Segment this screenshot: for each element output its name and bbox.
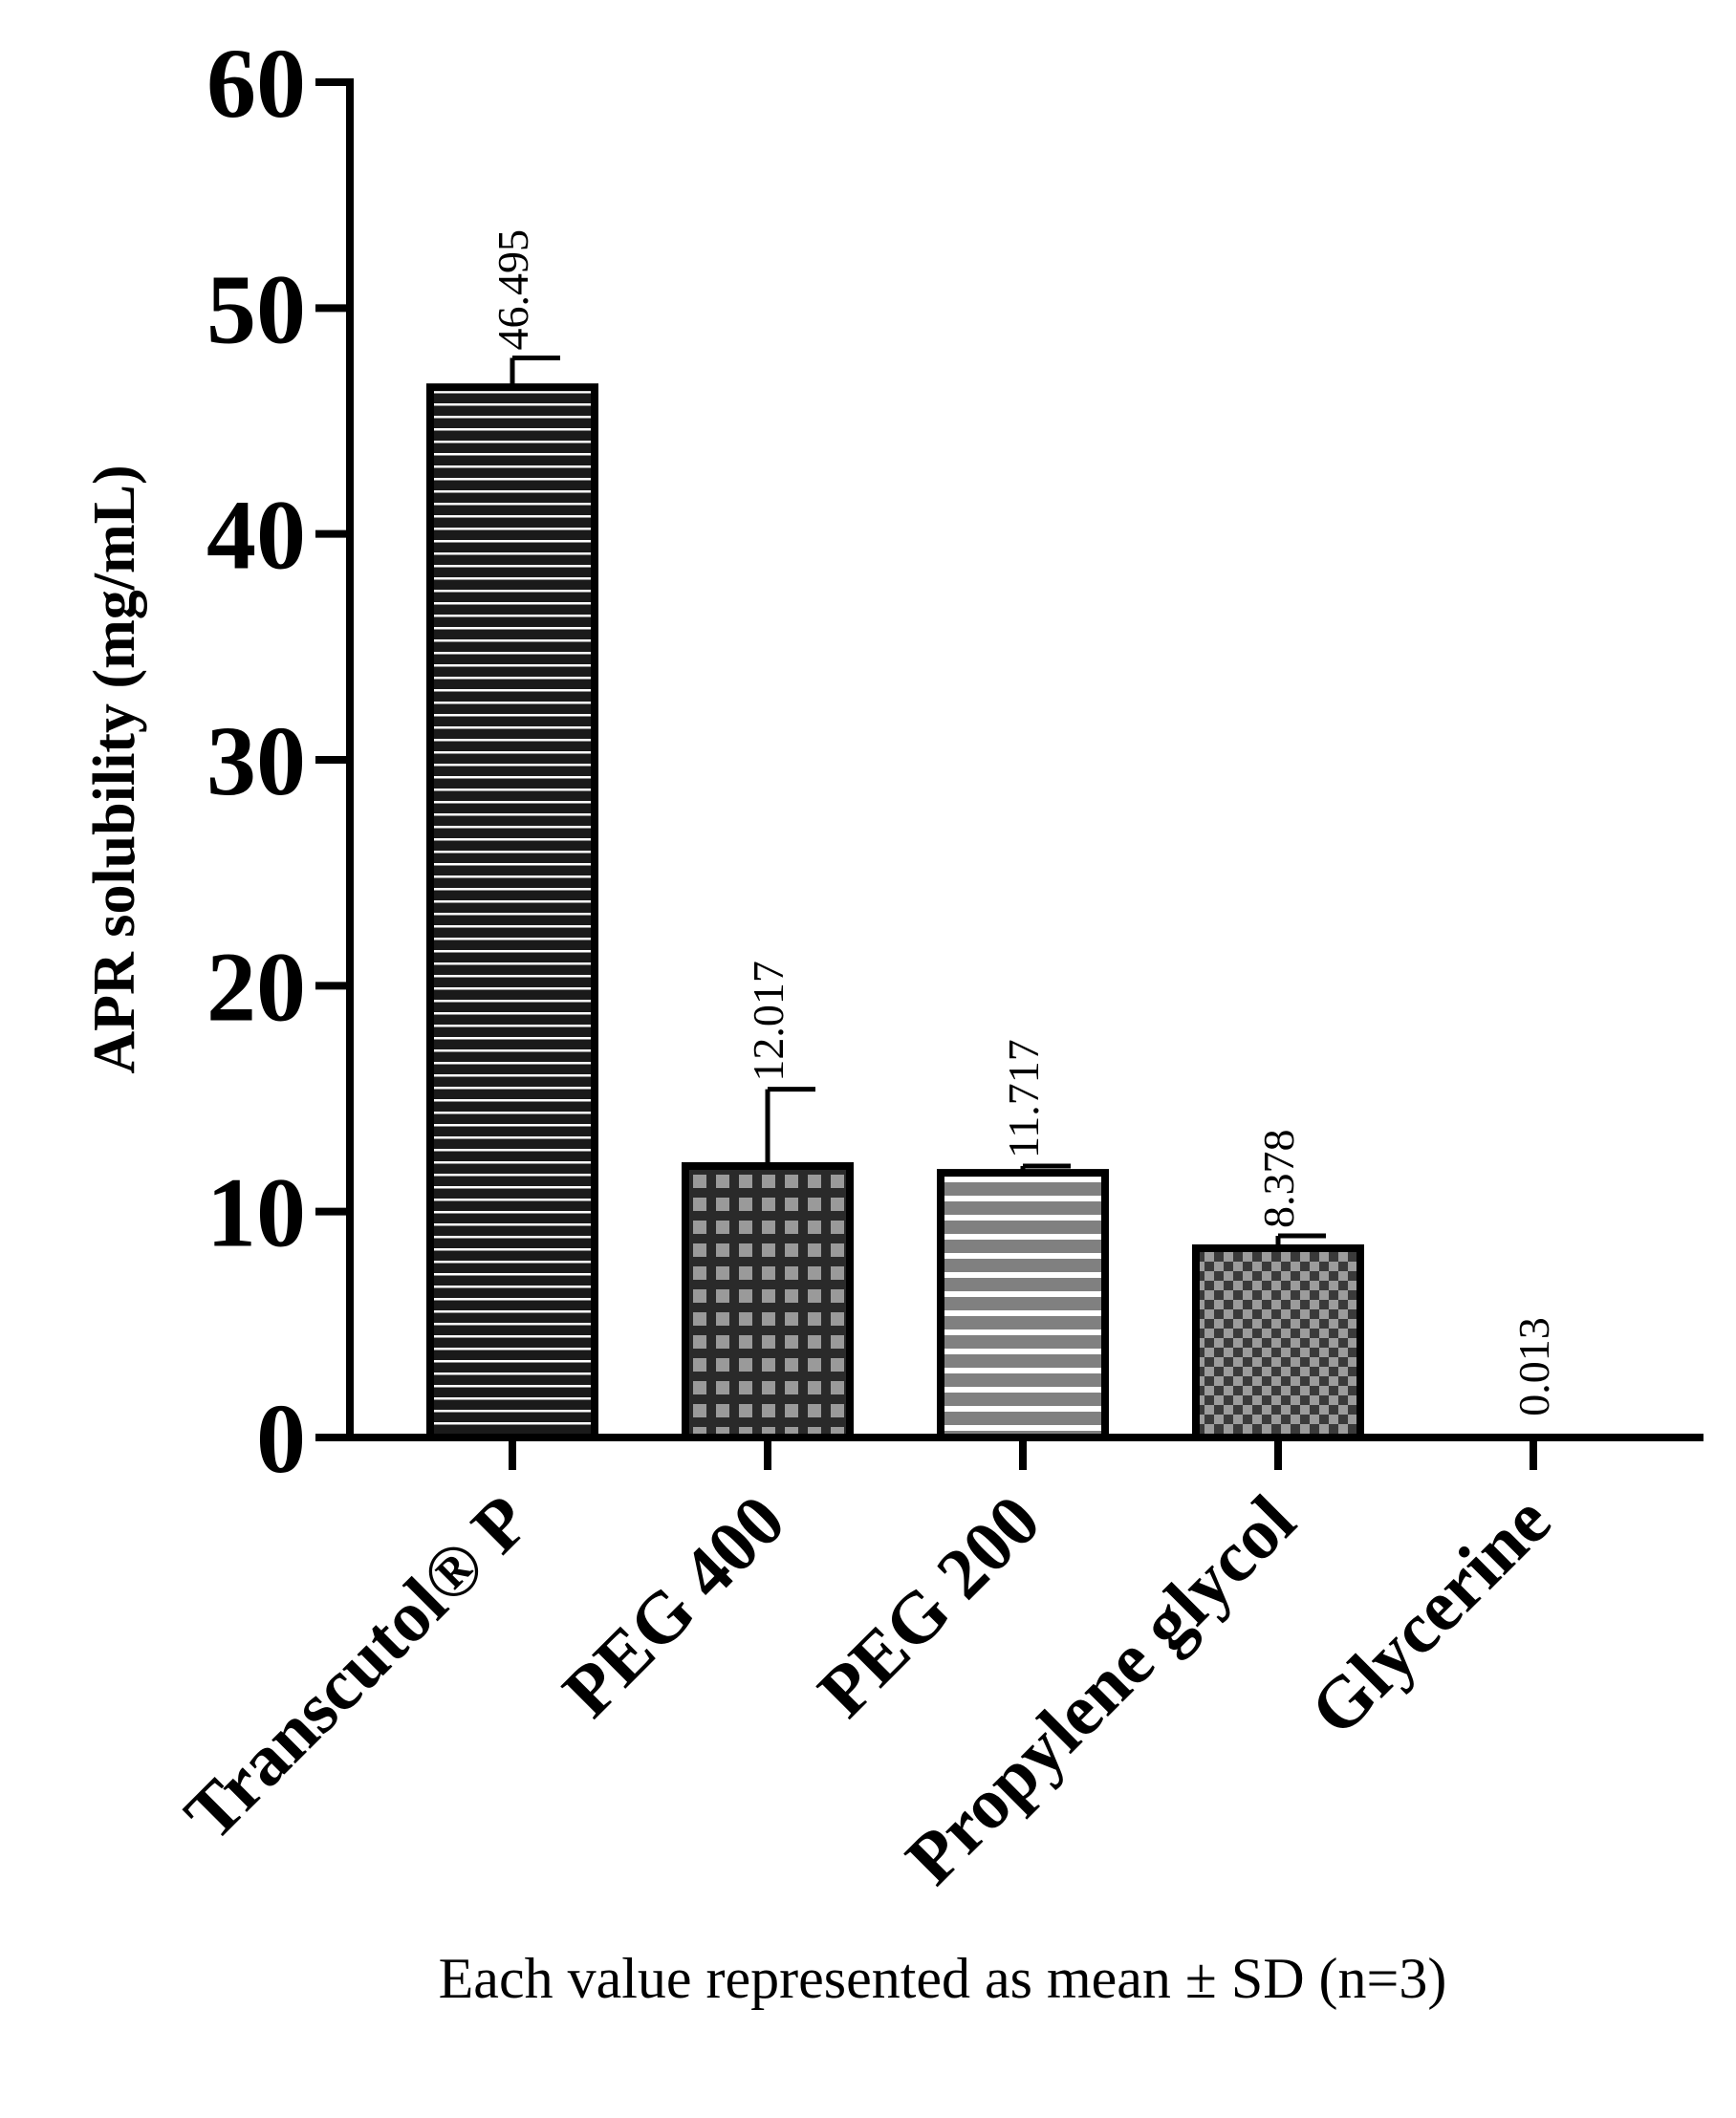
y-tick-label-30: 30	[206, 706, 306, 816]
chart-caption: Each value represented as mean ± SD (n=3…	[439, 1947, 1447, 2010]
error-bar-transcutol-p	[510, 355, 560, 388]
bar-transcutol-p	[426, 383, 598, 1441]
data-label-peg-200: 11.717	[999, 1039, 1048, 1158]
data-label-peg-400: 12.017	[744, 961, 792, 1082]
bar-peg-400	[682, 1161, 854, 1442]
error-bar-peg-200	[1020, 1163, 1071, 1174]
error-bar-peg-400	[765, 1087, 815, 1166]
data-labels: 46.495 12.017 11.717 8.378 0.013	[488, 229, 1558, 1416]
category-label-glycerine: Glycerine	[1295, 1480, 1566, 1751]
y-tick-label-60: 60	[206, 29, 306, 139]
error-bar-propylene-glycol	[1275, 1233, 1326, 1248]
y-tick-label-20: 20	[206, 932, 306, 1042]
data-label-propylene-glycol: 8.378	[1254, 1130, 1303, 1229]
data-label-glycerine: 0.013	[1509, 1317, 1558, 1416]
category-label-peg-400: PEG 400	[548, 1480, 800, 1733]
y-tick-label-0: 0	[256, 1384, 306, 1494]
y-axis-ticks: 0 10 20 30 40 50 60	[206, 29, 350, 1494]
category-label-transcutol-p: Transcutol® P	[169, 1480, 545, 1856]
y-tick-label-10: 10	[206, 1158, 306, 1268]
x-axis-ticks	[509, 1437, 1537, 1470]
bar-peg-200	[937, 1169, 1109, 1442]
y-tick-label-50: 50	[206, 254, 306, 364]
y-tick-label-40: 40	[206, 481, 306, 591]
bars	[426, 383, 1616, 1442]
error-bars	[510, 355, 1326, 1248]
y-axis-title: APR solubility (mg/mL)	[82, 465, 147, 1073]
category-label-peg-200: PEG 200	[803, 1480, 1055, 1733]
bar-propylene-glycol	[1192, 1243, 1364, 1441]
data-label-transcutol-p: 46.495	[488, 229, 537, 351]
